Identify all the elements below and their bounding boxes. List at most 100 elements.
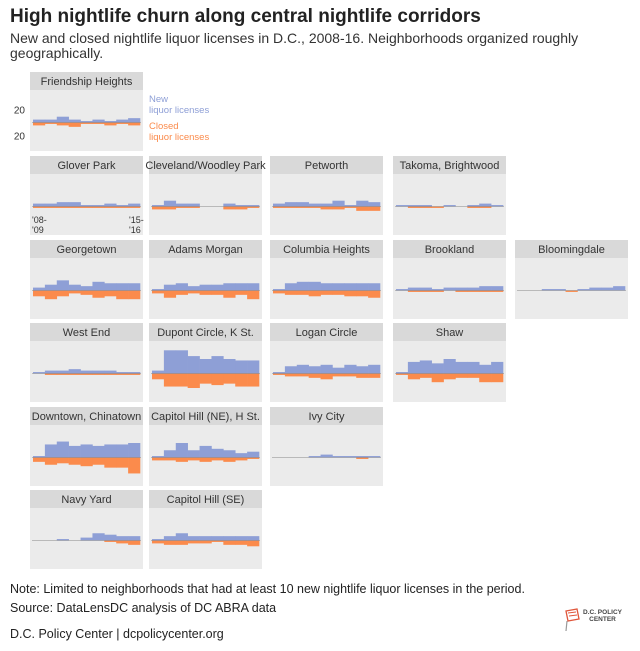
panel: Glover Park '08-'09 '15-'16 [30,156,144,235]
closed-license-bar [163,373,177,387]
new-license-bar [368,283,381,291]
closed-license-bar [152,457,165,461]
new-license-bar [344,205,357,207]
chart-subtitle: New and closed nightlife liquor licenses… [10,30,579,61]
new-license-bar [601,287,614,291]
closed-license-bar [116,540,129,544]
new-license-bar [104,444,117,458]
closed-license-bar [247,373,260,387]
closed-license-bar [104,540,117,542]
new-license-bar [443,359,456,374]
new-license-bar [128,536,141,541]
new-license-bar [332,367,345,374]
new-license-bar [33,456,46,458]
closed-license-bar [56,373,69,375]
closed-license-bar [320,206,333,210]
panel-strip [30,323,143,341]
chart-title: High nightlife churn along central night… [10,6,481,27]
new-license-bar [68,284,81,291]
new-license-bar [199,445,212,458]
new-license-bar [44,284,58,291]
closed-license-bar [199,290,212,295]
new-license-bar [407,287,421,291]
closed-license-bar [308,206,321,208]
new-license-bar [235,205,248,207]
closed-license-bar [479,290,492,292]
new-license-bar [152,456,165,458]
new-license-bar [431,363,444,374]
new-license-bar [68,445,81,458]
new-license-bar [187,203,200,207]
closed-license-bar [235,540,248,545]
new-license-bar [44,370,58,374]
new-license-bar [577,289,590,291]
new-license-bar [396,372,409,374]
new-license-bar [199,284,212,291]
closed-license-bar [68,457,81,465]
closed-license-bar [443,373,456,380]
closed-license-bar [491,373,504,383]
closed-license-bar [80,373,93,375]
closed-license-bar [368,290,381,298]
closed-license-bar [128,373,141,375]
new-license-bar [467,361,480,374]
panel-strip [30,156,143,174]
closed-license-bar [187,540,200,544]
closed-license-bar [431,206,444,208]
closed-license-bar [368,206,381,211]
closed-license-bar [80,457,93,467]
new-license-bar [187,356,200,374]
closed-license-bar [104,290,117,297]
closed-license-bar [419,373,432,378]
closed-license-bar [308,373,321,378]
closed-license-bar [431,290,444,292]
new-license-bar [308,366,321,374]
panel-title: West End [63,327,111,339]
new-license-bar [419,205,432,207]
closed-license-bar [163,290,177,298]
new-license-bar [163,200,177,207]
closed-license-bar [211,540,224,542]
panel-title: Ivy City [308,411,345,423]
new-license-bar [68,119,81,123]
closed-license-bar [284,373,298,377]
closed-license-bar [56,457,69,464]
panel-title: Dupont Circle, K St. [157,327,254,339]
new-license-bar [56,370,69,374]
closed-license-bar [467,290,480,292]
closed-license-bar [116,290,129,300]
closed-license-bar [223,457,236,462]
closed-license-bar [175,373,188,387]
x-tick-label: '15- [129,215,144,225]
new-license-bar [407,205,421,207]
panel: Brookland [393,240,506,319]
new-license-bar [356,200,369,207]
closed-license-bar [273,373,286,375]
closed-license-bar [356,206,369,211]
closed-license-bar [68,290,81,294]
new-license-bar [163,536,177,541]
new-license-bar [396,205,409,207]
new-license-bar [104,370,117,374]
new-license-bar [491,361,504,374]
new-license-bar [92,119,105,123]
closed-license-bar [199,457,212,462]
closed-license-bar [235,373,248,387]
new-license-bar [320,454,333,458]
closed-license-bar [128,290,141,300]
new-license-bar [80,370,93,374]
x-tick-label: '08- [32,215,47,225]
new-license-bar [128,283,141,291]
panel-strip [149,407,262,425]
new-license-bar [455,287,468,291]
new-license-bar [296,202,309,207]
new-license-bar [199,536,212,541]
new-license-bar [223,283,236,291]
closed-license-bar [332,373,345,377]
closed-license-bar [104,206,117,208]
closed-license-bar [368,373,381,378]
panel-title: Adams Morgan [168,244,243,256]
new-license-bar [175,283,188,291]
panel: Petworth [270,156,383,235]
closed-license-bar [284,206,298,208]
